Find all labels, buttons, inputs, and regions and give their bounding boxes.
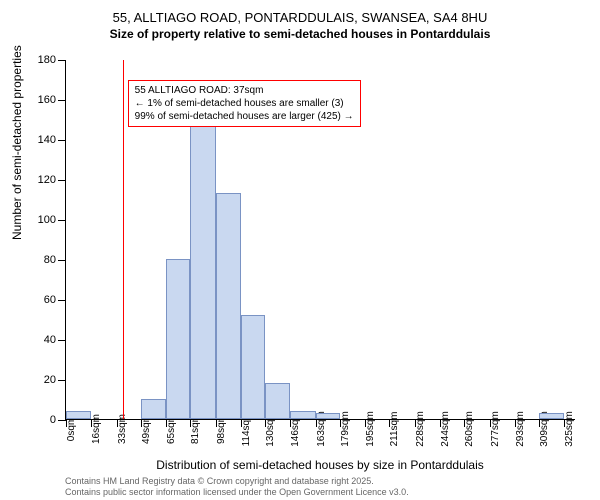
chart-container: 55, ALLTIAGO ROAD, PONTARDDULAIS, SWANSE… (0, 10, 600, 500)
chart-title-main: 55, ALLTIAGO ROAD, PONTARDDULAIS, SWANSE… (0, 10, 600, 25)
y-tick-label: 40 (44, 334, 56, 346)
y-tick-label: 180 (38, 54, 56, 66)
x-tick-label: 325sqm (564, 411, 575, 447)
y-tick (58, 60, 66, 61)
plot-area: 0204060801001201401601800sqm16sqm33sqm49… (65, 60, 575, 420)
histogram-bar (265, 383, 290, 419)
chart-title-sub: Size of property relative to semi-detach… (0, 27, 600, 41)
x-tick-label: 195sqm (365, 411, 376, 447)
y-tick-label: 0 (50, 414, 56, 426)
footer-line-2: Contains public sector information licen… (65, 487, 409, 498)
x-tick-label: 0sqm (66, 417, 77, 441)
info-box: 55 ALLTIAGO ROAD: 37sqm← 1% of semi-deta… (128, 80, 361, 127)
chart-footer: Contains HM Land Registry data © Crown c… (65, 476, 409, 498)
info-box-line: 55 ALLTIAGO ROAD: 37sqm (135, 84, 354, 97)
histogram-bar (216, 193, 241, 419)
x-tick-label: 211sqm (389, 412, 400, 447)
histogram-bar (166, 259, 191, 419)
y-tick-label: 140 (38, 134, 56, 146)
x-tick-label: 179sqm (340, 411, 351, 447)
marker-line (123, 60, 124, 419)
x-tick-label: 228sqm (415, 411, 426, 447)
y-tick (58, 260, 66, 261)
x-axis-label: Distribution of semi-detached houses by … (65, 458, 575, 472)
y-tick-label: 120 (38, 174, 56, 186)
histogram-bar (539, 413, 564, 419)
x-tick-label: 260sqm (464, 411, 475, 447)
y-tick-label: 20 (44, 374, 56, 386)
histogram-bar (141, 399, 166, 419)
y-tick-label: 80 (44, 254, 56, 266)
y-tick (58, 100, 66, 101)
x-tick-label: 244sqm (440, 411, 451, 447)
histogram-bar (190, 125, 216, 419)
y-tick-label: 100 (38, 214, 56, 226)
y-tick-label: 160 (38, 94, 56, 106)
y-tick (58, 140, 66, 141)
info-box-line: 99% of semi-detached houses are larger (… (135, 110, 354, 123)
x-tick-label: 16sqm (91, 414, 102, 444)
footer-line-1: Contains HM Land Registry data © Crown c… (65, 476, 409, 487)
y-axis-label: Number of semi-detached properties (10, 45, 24, 240)
y-tick (58, 300, 66, 301)
histogram-bar (316, 413, 341, 419)
y-tick (58, 380, 66, 381)
info-box-line: ← 1% of semi-detached houses are smaller… (135, 97, 354, 110)
y-tick (58, 340, 66, 341)
y-tick (58, 180, 66, 181)
histogram-bar (290, 411, 316, 419)
y-tick-label: 60 (44, 294, 56, 306)
x-tick-label: 293sqm (515, 411, 526, 447)
histogram-bar (241, 315, 266, 419)
y-tick (58, 420, 66, 421)
histogram-bar (66, 411, 91, 419)
y-tick (58, 220, 66, 221)
x-tick-label: 277sqm (490, 411, 501, 447)
